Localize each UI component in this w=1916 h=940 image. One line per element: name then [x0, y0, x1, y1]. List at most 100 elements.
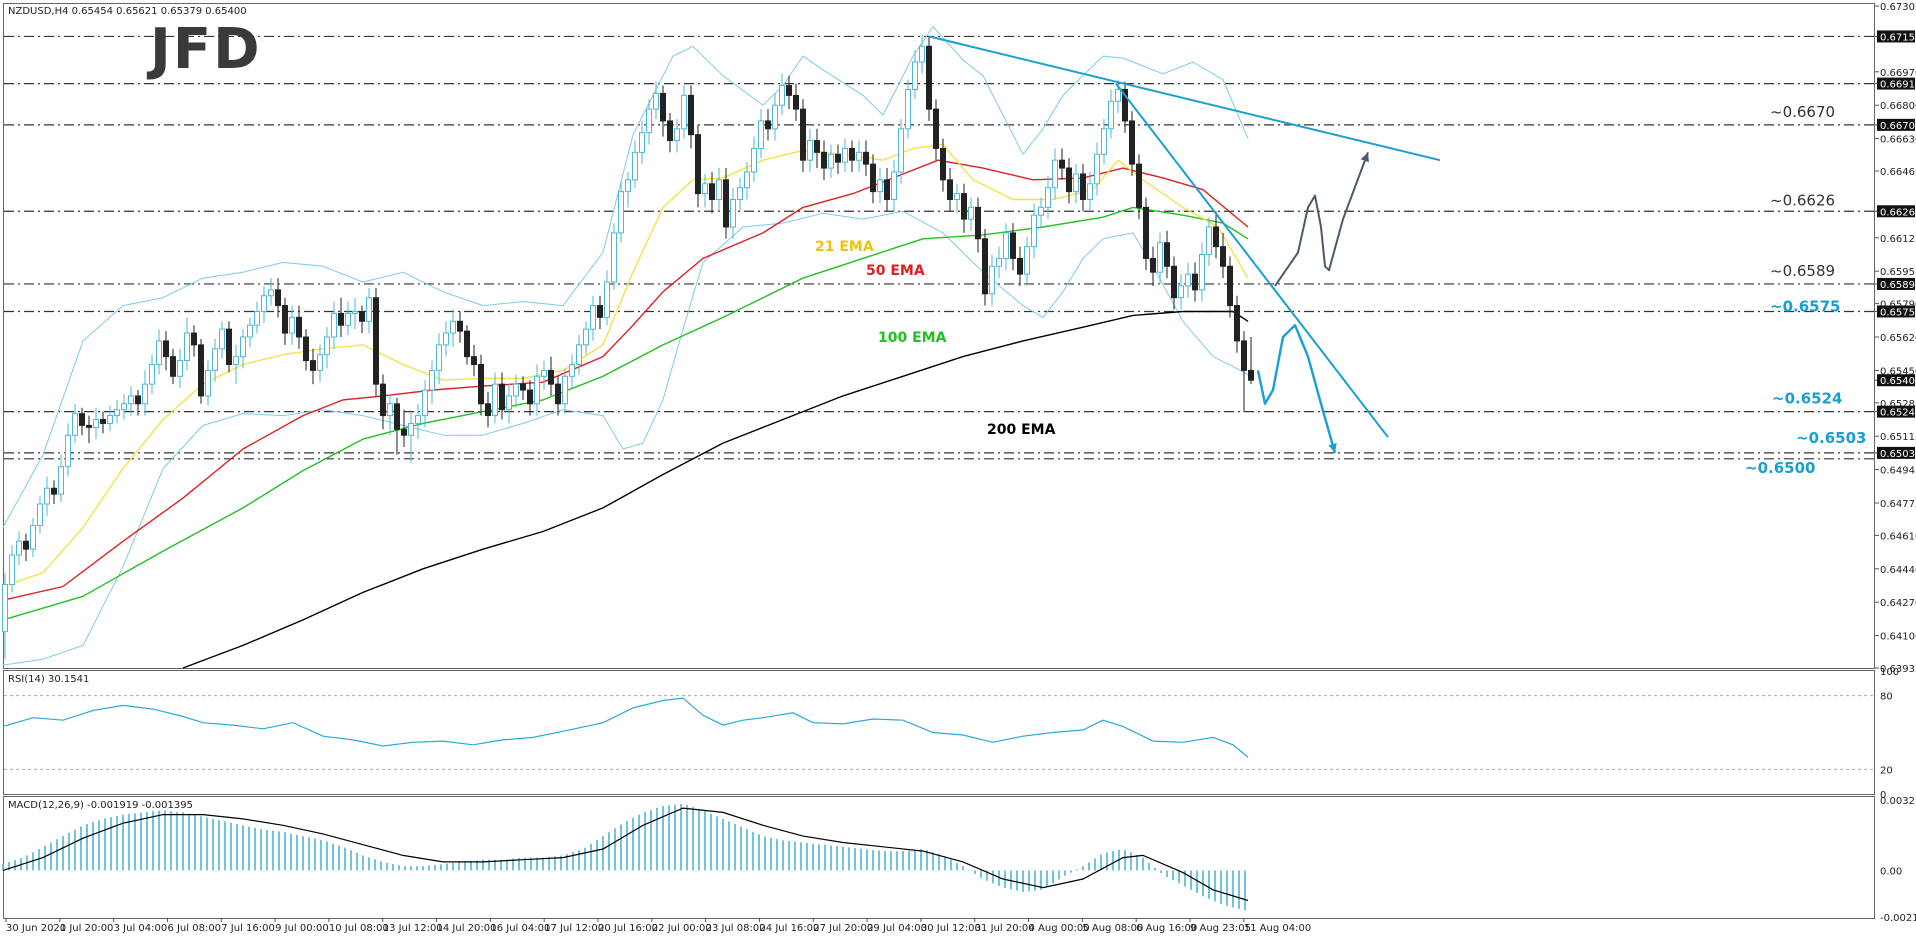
candle-174	[1220, 246, 1226, 267]
price-tag-bg-13	[1877, 305, 1915, 318]
price-panel-frame	[3, 3, 1875, 669]
candle-173	[1213, 226, 1219, 248]
candle-6	[44, 487, 50, 505]
candle-147	[1031, 214, 1037, 248]
x-tick-21: 6 Aug 16:00	[1136, 923, 1197, 934]
candle-76	[534, 375, 540, 405]
candle-89	[625, 179, 631, 193]
candle-0	[2, 584, 8, 633]
macd-tick-2: -0.002166	[1880, 913, 1916, 924]
candle-142	[996, 257, 1002, 267]
price-tag-bg-8	[1877, 205, 1915, 218]
annotation-4: ~0.6524	[1772, 390, 1842, 408]
x-tick-10: 17 Jul 12:00	[544, 923, 604, 934]
candle-150	[1052, 159, 1058, 189]
candle-93	[653, 92, 659, 110]
candle-131	[919, 45, 925, 63]
candle-134	[940, 147, 946, 181]
candle-138	[968, 206, 974, 220]
candle-90	[632, 151, 638, 181]
candle-168	[1178, 285, 1184, 299]
candle-43	[303, 336, 309, 362]
candle-94	[660, 92, 666, 122]
price-tag-bg-18	[1877, 405, 1915, 418]
candle-12	[86, 424, 92, 428]
candle-14	[100, 419, 106, 424]
candle-18	[128, 395, 134, 405]
candle-126	[884, 179, 890, 200]
candle-135	[947, 179, 953, 200]
candle-8	[58, 466, 64, 495]
candle-144	[1010, 232, 1016, 259]
price-tick-17: 0.65285	[1880, 399, 1916, 410]
candle-37	[261, 295, 267, 312]
candle-54	[380, 383, 386, 417]
candle-56	[394, 403, 400, 430]
candle-32	[226, 328, 232, 366]
candle-31	[219, 328, 225, 350]
candle-86	[604, 281, 610, 318]
candle-83	[583, 328, 589, 346]
price-tag-bg-1	[1877, 30, 1915, 43]
rsi-tick-1: 80	[1880, 692, 1893, 703]
candle-67	[471, 356, 477, 366]
candle-153	[1073, 173, 1079, 193]
candle-118	[828, 153, 834, 169]
x-tick-15: 27 Jul 20:00	[813, 923, 873, 934]
candle-148	[1038, 206, 1044, 216]
macd-signal-line	[2, 807, 1249, 902]
candle-175	[1227, 265, 1233, 307]
candle-73	[513, 383, 519, 397]
price-tag-bg-20	[1877, 446, 1915, 459]
candle-15	[107, 415, 113, 424]
x-tick-20: 5 Aug 08:00	[1082, 923, 1143, 934]
candle-48	[338, 312, 344, 326]
candle-51	[359, 310, 365, 322]
candle-20	[142, 383, 148, 405]
candle-151	[1059, 159, 1065, 169]
candle-132	[926, 45, 932, 110]
candle-71	[499, 383, 505, 411]
candle-111	[779, 85, 785, 106]
candle-99	[695, 134, 701, 195]
x-tick-3: 6 Jul 08:00	[167, 923, 221, 934]
candle-159	[1115, 88, 1121, 102]
candle-130	[912, 61, 918, 90]
candle-2	[16, 540, 22, 556]
macd-panel-frame	[3, 796, 1875, 919]
ema100-line	[2, 206, 1249, 621]
x-tick-7: 13 Jul 12:00	[383, 923, 443, 934]
candle-1	[9, 554, 15, 586]
x-tick-5: 9 Jul 00:00	[275, 923, 329, 934]
candle-88	[618, 191, 624, 234]
candle-49	[345, 312, 351, 326]
candle-140	[982, 238, 988, 295]
candle-28	[198, 344, 204, 397]
candle-75	[527, 389, 533, 405]
candle-161	[1129, 120, 1135, 165]
candle-24	[170, 356, 176, 377]
candle-47	[331, 312, 337, 338]
candle-5	[37, 503, 43, 527]
candle-77	[541, 369, 547, 377]
x-tick-18: 31 Jul 20:00	[975, 923, 1035, 934]
candle-96	[674, 128, 680, 142]
candle-171	[1199, 253, 1205, 291]
annotation-6: ~0.6500	[1745, 459, 1815, 477]
candle-109	[765, 120, 771, 130]
ema21-label: 21 EMA	[815, 239, 874, 255]
candle-170	[1192, 273, 1198, 291]
price-tick-9: 0.66125	[1880, 234, 1916, 245]
x-tick-6: 10 Jul 08:00	[329, 923, 389, 934]
price-tick-22: 0.64775	[1880, 499, 1916, 510]
x-tick-12: 22 Jul 00:00	[652, 923, 712, 934]
price-tick-27: 0.63935	[1880, 664, 1916, 675]
x-tick-13: 23 Jul 08:00	[706, 923, 766, 934]
rsi-tick-2: 20	[1880, 765, 1893, 776]
